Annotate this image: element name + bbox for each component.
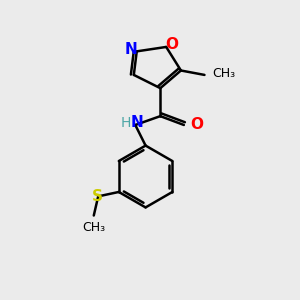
Text: H: H (121, 116, 131, 130)
Text: N: N (125, 41, 138, 56)
Text: O: O (190, 118, 203, 133)
Text: O: O (165, 37, 178, 52)
Text: N: N (130, 115, 143, 130)
Text: CH₃: CH₃ (213, 67, 236, 80)
Text: S: S (92, 189, 103, 204)
Text: CH₃: CH₃ (82, 221, 105, 234)
